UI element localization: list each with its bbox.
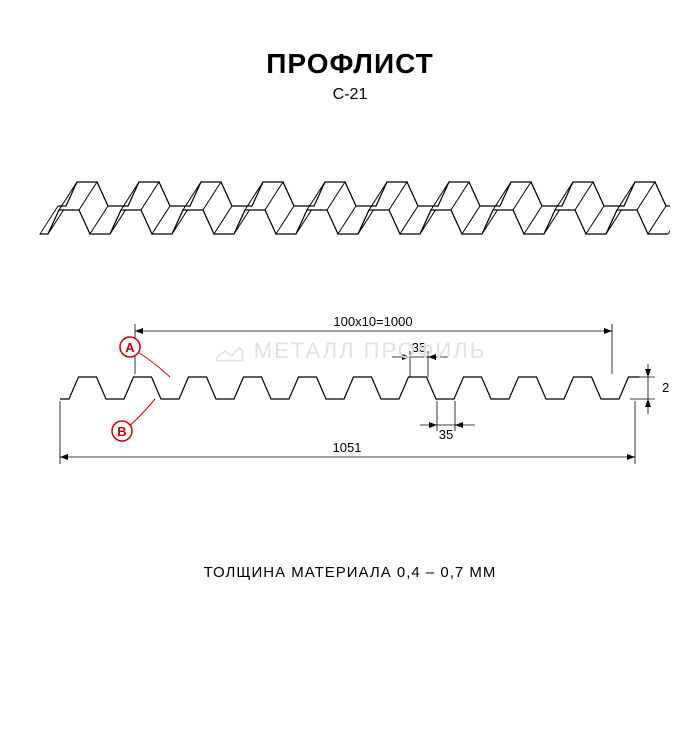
svg-text:1051: 1051 <box>333 440 362 455</box>
svg-text:35: 35 <box>412 340 426 355</box>
isometric-drawing <box>30 134 670 259</box>
label-b: B <box>112 399 155 441</box>
section-drawing: 100х10=1000 35 21 <box>30 299 670 504</box>
svg-text:21: 21 <box>662 380 670 395</box>
dim-bottom-flat: 35 <box>420 401 475 442</box>
dim-bottom-span: 1051 <box>60 401 635 464</box>
thickness-note: ТОЛЩИНА МАТЕРИАЛА 0,4 – 0,7 ММ <box>0 564 700 581</box>
dim-height: 21 <box>630 364 670 414</box>
svg-text:100х10=1000: 100х10=1000 <box>333 314 412 329</box>
page-title: ПРОФЛИСТ <box>0 48 700 80</box>
svg-text:A: A <box>125 340 135 355</box>
model-code: С-21 <box>0 86 700 104</box>
dim-top-flat: 35 <box>392 340 448 377</box>
label-a: A <box>120 337 170 377</box>
dim-top-span: 100х10=1000 <box>135 314 612 374</box>
svg-text:35: 35 <box>439 427 453 442</box>
svg-text:B: B <box>117 424 126 439</box>
